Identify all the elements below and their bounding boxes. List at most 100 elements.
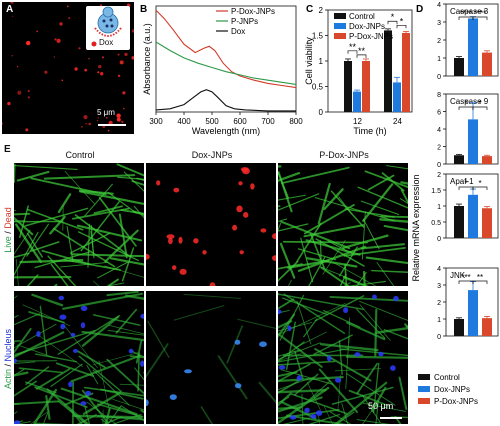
cell-fibre: [14, 421, 32, 424]
cell-fibre: [86, 401, 117, 424]
cell-fibre: [332, 261, 377, 286]
panel-a-label: A: [6, 4, 14, 15]
legend-swatch-c: [334, 23, 346, 29]
cell-fibre: [57, 314, 121, 355]
cell-nucleus: [393, 295, 399, 302]
cell-fibre: [362, 405, 376, 424]
cell-fibre: [98, 196, 137, 247]
image-live-dead-dox-jnps: [146, 163, 276, 286]
cell-fibre: [130, 350, 144, 358]
cell-fibre: [334, 381, 388, 424]
x-tick-label-b: 600: [233, 117, 247, 126]
cell-fibre: [56, 362, 95, 377]
cell-nucleus: [80, 401, 87, 406]
cell-fibre: [278, 360, 336, 366]
legend-label-c: P-Dox-JNPs: [349, 32, 393, 41]
cell-fibre: [306, 381, 321, 411]
cell-fibre: [34, 353, 77, 363]
bar-p-dox-jnps: [482, 318, 492, 336]
y-axis-label-d: Relative mRNA expression: [411, 174, 421, 281]
cell-fibre: [117, 176, 144, 180]
cell-fibre: [327, 240, 354, 255]
cell-fibre: [14, 361, 36, 364]
scale-bar-e-label: 50 μm: [368, 401, 394, 411]
cell-fibre: [96, 415, 144, 421]
cell-fibre: [394, 415, 402, 424]
cell-fibre: [383, 329, 408, 340]
cell-fibre: [70, 409, 83, 424]
legend-swatch-c: [334, 13, 346, 19]
cell-fibre: [297, 248, 337, 261]
cell-fibre: [87, 223, 90, 268]
y-tick-label-c: 1: [319, 57, 324, 66]
bar-control: [384, 30, 392, 112]
y-tick-label-c: 1.5: [312, 32, 324, 41]
cell-fibre: [371, 269, 408, 273]
y-tick-label-d: 3: [437, 283, 441, 290]
cell-fibre: [278, 406, 302, 410]
cell-fibre: [286, 414, 348, 424]
cell-nucleus: [193, 238, 199, 244]
cell-fibre: [30, 241, 60, 252]
cell-fibre: [314, 348, 372, 382]
cell-fibre: [146, 343, 169, 378]
dox-dot: [124, 52, 128, 57]
cell-nucleus: [372, 294, 377, 300]
series-line-dox: [155, 89, 296, 112]
cell-fibre: [76, 350, 106, 369]
x-axis-label-c: Time (h): [353, 126, 386, 136]
cell-nucleus: [234, 383, 242, 389]
cell-fibre: [93, 352, 139, 366]
cell-fibre: [258, 381, 276, 404]
live-dead-separator: /: [3, 228, 13, 237]
legend-label-b: P-JNPs: [231, 17, 258, 26]
actin-nucleus-separator: /: [3, 361, 13, 370]
cell-fibre: [278, 165, 282, 168]
dox-dot: [26, 40, 31, 46]
y-tick-label-d: 1: [437, 204, 441, 211]
cell-nucleus: [184, 369, 192, 374]
y-tick-label-d: 0: [437, 162, 441, 169]
column-header-dox-jnps: Dox-JNPs: [191, 150, 233, 160]
y-tick-label-d: 4: [437, 266, 441, 273]
dox-dot: [11, 54, 14, 57]
bar-dox-jnps: [468, 194, 478, 238]
cell-nucleus: [14, 420, 21, 424]
cell-fibre: [106, 291, 139, 297]
dead-label: Dead: [3, 207, 13, 229]
cell-fibre: [14, 295, 18, 299]
bar-p-dox-jnps: [402, 32, 410, 113]
dox-dot: [96, 119, 99, 122]
cell-fibre: [70, 354, 141, 383]
cell-fibre: [278, 353, 302, 362]
dox-dot: [117, 74, 121, 78]
significance-bracket: [347, 50, 358, 54]
cell-fibre: [50, 263, 69, 286]
cell-fibre: [331, 386, 394, 405]
cell-fibre: [296, 222, 322, 263]
panel-d-label: D: [416, 4, 423, 15]
panel-a-image: A Dox 5 μm: [2, 2, 134, 134]
cell-nucleus: [243, 212, 249, 218]
cell-nucleus: [58, 295, 65, 301]
cell-fibre: [26, 232, 43, 258]
cell-fibre: [323, 188, 344, 211]
cell-fibre: [42, 409, 50, 424]
cell-nucleus: [272, 255, 276, 261]
actin-label: Actin: [3, 369, 13, 390]
cell-fibre: [31, 293, 64, 307]
dox-dot: [68, 17, 71, 19]
y-tick-label-d: 4: [437, 127, 441, 134]
cell-fibre: [314, 295, 365, 322]
cell-fibre: [278, 194, 306, 201]
legend-label-c: Control: [349, 12, 375, 21]
cell-fibre: [104, 408, 111, 424]
dox-dot: [10, 2, 14, 4]
x-tick-label-b: 400: [177, 117, 191, 126]
cell-nucleus: [343, 307, 349, 314]
plot-frame-b: [155, 5, 297, 113]
cell-fibre: [297, 245, 367, 272]
cell-fibre: [318, 368, 358, 413]
cell-fibre: [46, 388, 90, 424]
cell-fibre: [72, 207, 130, 220]
